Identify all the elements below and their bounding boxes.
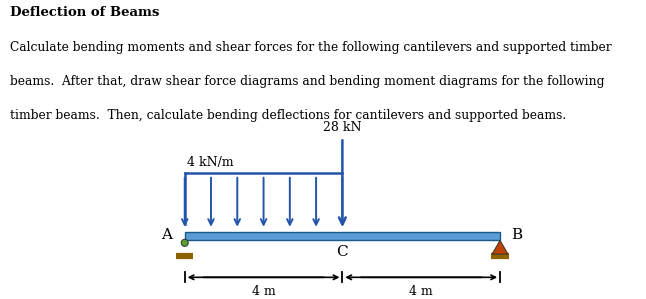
Text: Deflection of Beams: Deflection of Beams	[10, 6, 159, 19]
Text: 4 m: 4 m	[252, 285, 275, 298]
Text: B: B	[511, 228, 522, 242]
Circle shape	[181, 239, 188, 246]
Text: 28 kN: 28 kN	[323, 121, 362, 134]
Polygon shape	[492, 240, 508, 254]
Text: beams.  After that, draw shear force diagrams and bending moment diagrams for th: beams. After that, draw shear force diag…	[10, 75, 604, 88]
Text: 4 kN/m: 4 kN/m	[187, 155, 233, 169]
Bar	[185, 232, 500, 240]
Text: C: C	[337, 245, 348, 259]
Text: A: A	[161, 228, 172, 242]
Text: timber beams.  Then, calculate bending deflections for cantilevers and supported: timber beams. Then, calculate bending de…	[10, 109, 566, 122]
Text: Calculate bending moments and shear forces for the following cantilevers and sup: Calculate bending moments and shear forc…	[10, 41, 611, 54]
Text: 4 m: 4 m	[410, 285, 433, 298]
